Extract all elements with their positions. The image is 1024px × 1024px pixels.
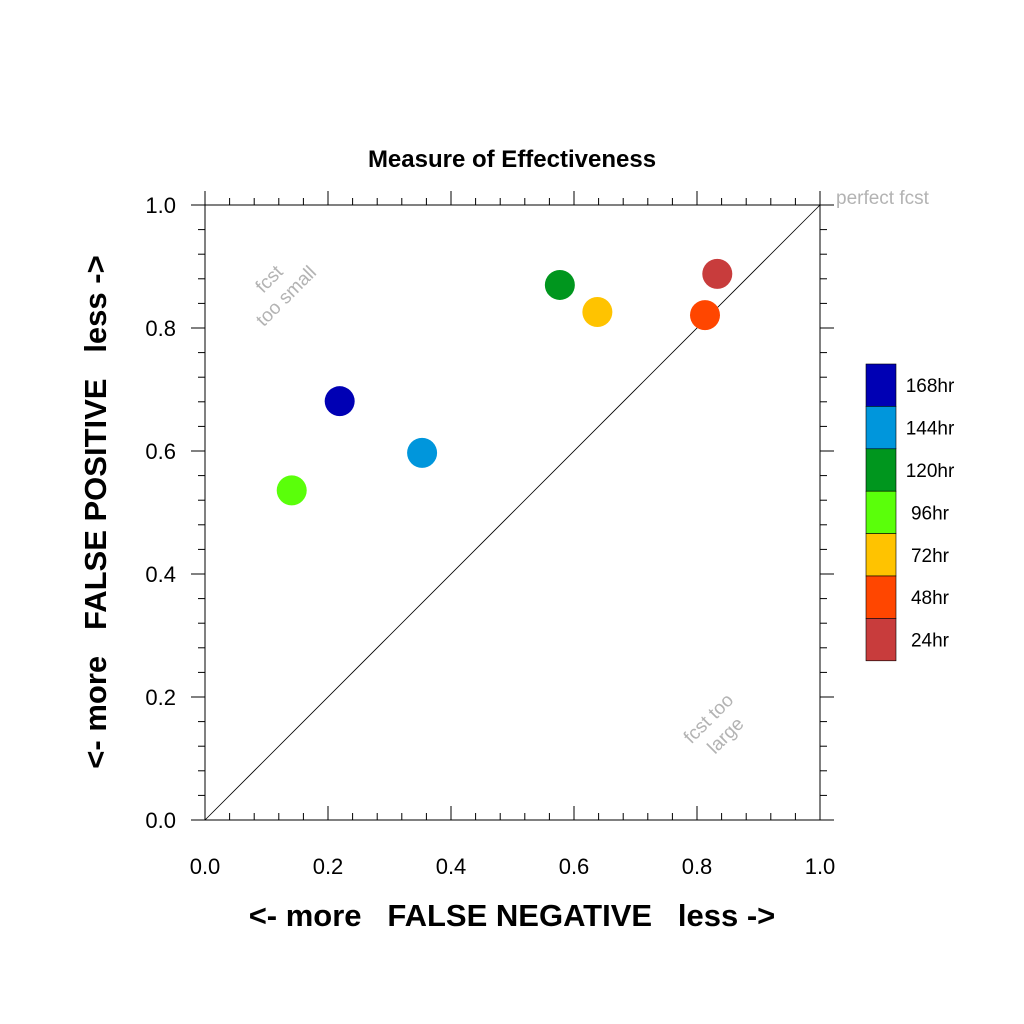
legend-swatch-24hr [865, 618, 897, 662]
annotation-fcst-too-large: fcst too large [680, 690, 748, 758]
data-point-144hr [407, 437, 438, 468]
y-axis-title: <- more FALSE POSITIVE less -> [78, 255, 113, 768]
y-tick-labels: 0.0 0.2 0.4 0.6 0.8 1.0 [145, 193, 176, 833]
legend-label-144hr: 144hr [906, 419, 955, 440]
legend-swatch-168hr [865, 363, 897, 407]
major-ticks [191, 191, 834, 821]
x-tick-label: 1.0 [805, 854, 836, 879]
y-tick-label: 0.4 [145, 562, 176, 587]
x-tick-label: 0.8 [682, 854, 713, 879]
data-points [276, 258, 733, 506]
y-tick-label: 1.0 [145, 193, 176, 218]
plot-border [204, 204, 821, 821]
legend: 168hr 144hr 120hr 96hr 72hr 48hr 24hr [865, 363, 955, 662]
data-point-48hr [689, 300, 720, 331]
legend-swatch-96hr [865, 490, 897, 534]
y-tick-label: 0.0 [145, 808, 176, 833]
x-tick-label: 0.2 [313, 854, 344, 879]
minor-ticks [198, 198, 827, 820]
x-tick-label: 0.0 [190, 854, 221, 879]
chart-title: Measure of Effectiveness [368, 146, 656, 173]
annotation-perfect-fcst: perfect fcst [836, 188, 930, 209]
legend-label-24hr: 24hr [911, 631, 950, 652]
legend-label-48hr: 48hr [911, 588, 950, 609]
y-tick-label: 0.6 [145, 439, 176, 464]
data-point-120hr [544, 269, 575, 300]
x-tick-label: 0.4 [436, 854, 467, 879]
data-point-96hr [276, 475, 307, 506]
annotation-fcst-too-small: fcst too small [252, 261, 321, 331]
data-point-72hr [582, 297, 613, 328]
data-point-24hr [702, 258, 733, 289]
legend-label-96hr: 96hr [911, 503, 950, 524]
x-tick-label: 0.6 [559, 854, 590, 879]
legend-label-72hr: 72hr [911, 546, 950, 567]
x-tick-labels: 0.0 0.2 0.4 0.6 0.8 1.0 [190, 854, 836, 879]
y-tick-label: 0.8 [145, 316, 176, 341]
y-tick-label: 0.2 [145, 685, 176, 710]
legend-swatch-48hr [865, 575, 897, 619]
legend-swatch-144hr [865, 406, 897, 450]
legend-label-120hr: 120hr [906, 461, 955, 482]
data-point-168hr [324, 386, 355, 417]
legend-swatch-120hr [865, 448, 897, 492]
legend-label-168hr: 168hr [906, 376, 955, 397]
plot-frame [204, 204, 821, 821]
x-axis-title: <- more FALSE NEGATIVE less -> [249, 898, 776, 933]
legend-swatch-72hr [865, 533, 897, 577]
